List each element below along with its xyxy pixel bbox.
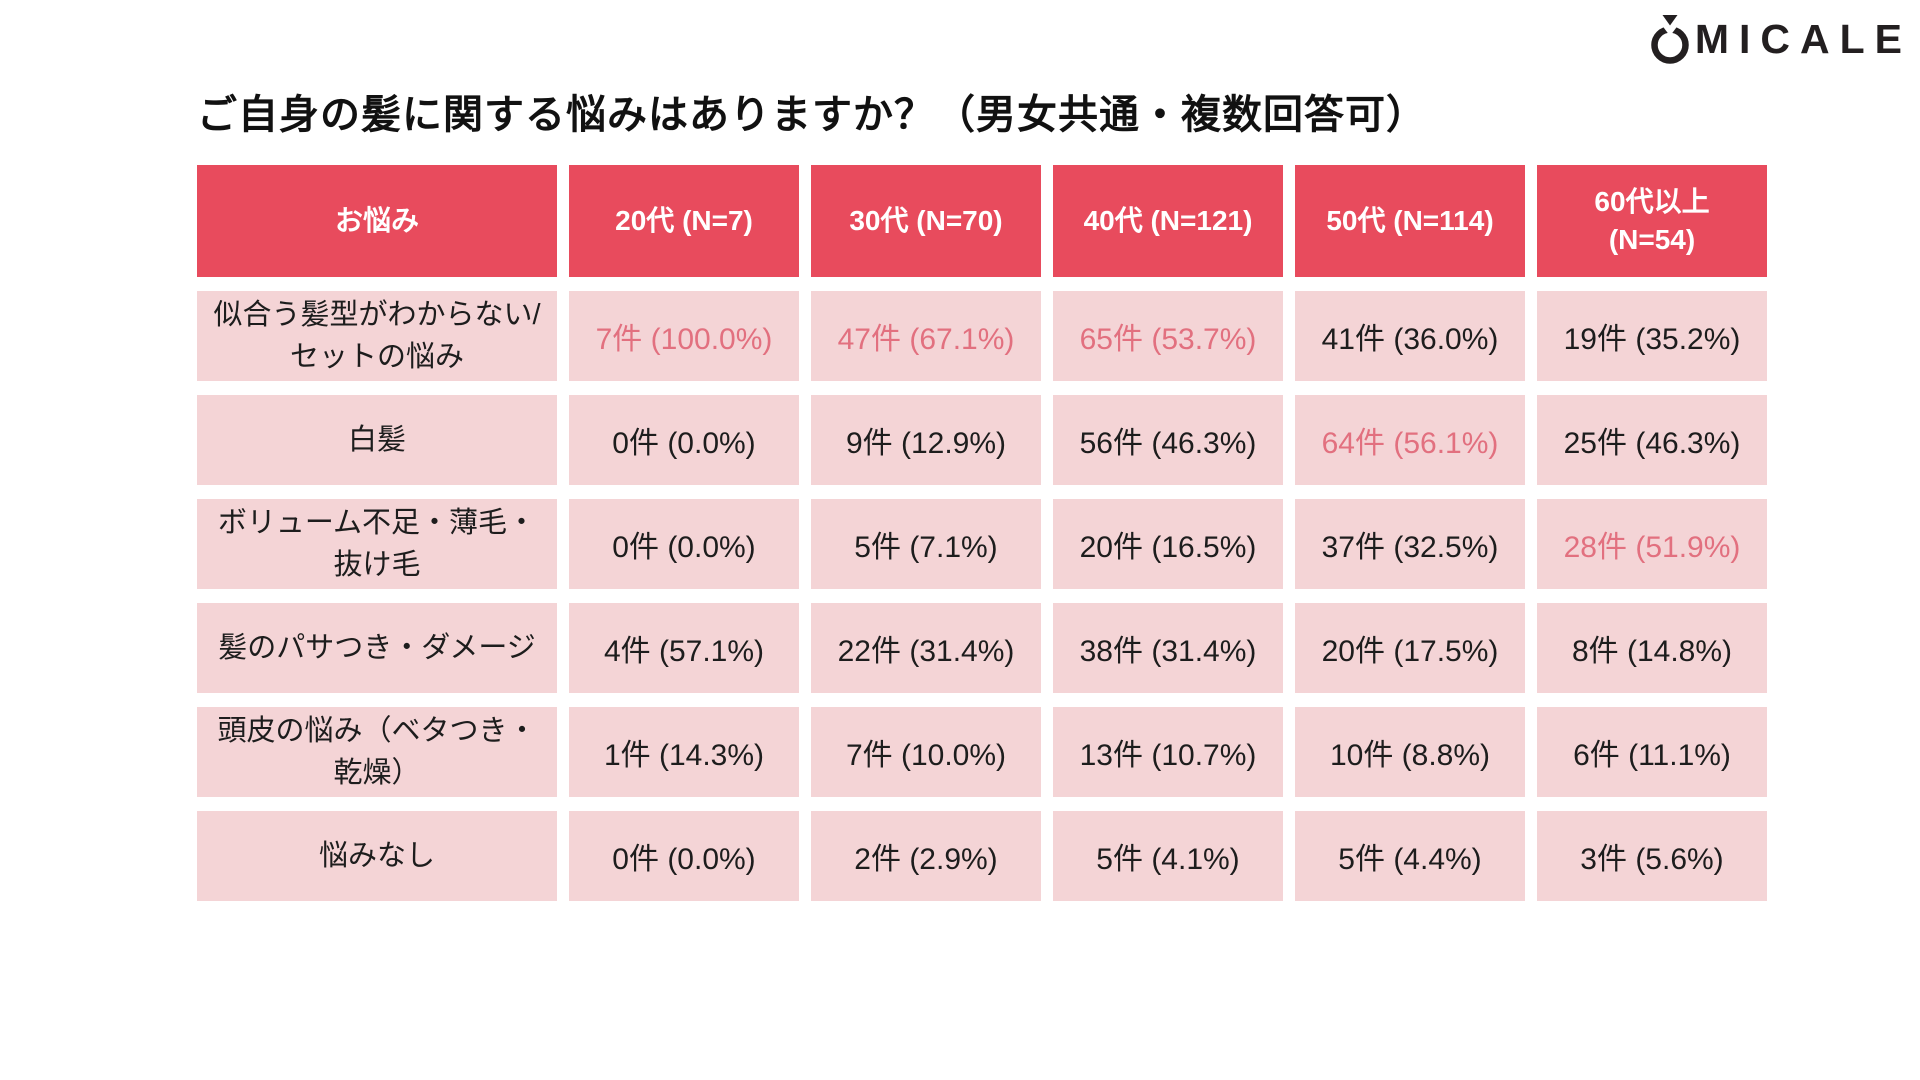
table-cell: 4件 (57.1%) — [569, 603, 799, 693]
table-cell: 41件 (36.0%) — [1295, 291, 1525, 381]
brand-logo: MICALE — [1647, 12, 1912, 66]
table-cell: 0件 (0.0%) — [569, 811, 799, 901]
table-cell: 10件 (8.8%) — [1295, 707, 1525, 797]
row-label: 白髪 — [197, 395, 557, 485]
table-cell: 7件 (10.0%) — [811, 707, 1041, 797]
column-header-60s-plus: 60代以上 (N=54) — [1537, 165, 1767, 277]
table-cell: 25件 (46.3%) — [1537, 395, 1767, 485]
table-cell: 7件 (100.0%) — [569, 291, 799, 381]
table-cell: 56件 (46.3%) — [1053, 395, 1283, 485]
table-cell: 0件 (0.0%) — [569, 499, 799, 589]
table-cell: 47件 (67.1%) — [811, 291, 1041, 381]
row-label: 悩みなし — [197, 811, 557, 901]
row-label: 頭皮の悩み（ベタつき・ 乾燥） — [197, 707, 557, 797]
ring-diamond-icon — [1647, 12, 1693, 66]
table-cell: 38件 (31.4%) — [1053, 603, 1283, 693]
table-cell: 20件 (16.5%) — [1053, 499, 1283, 589]
table-cell: 64件 (56.1%) — [1295, 395, 1525, 485]
table-cell: 5件 (4.1%) — [1053, 811, 1283, 901]
table-cell: 6件 (11.1%) — [1537, 707, 1767, 797]
table-cell: 37件 (32.5%) — [1295, 499, 1525, 589]
row-label: 髪のパサつき・ダメージ — [197, 603, 557, 693]
survey-table: お悩み 20代 (N=7) 30代 (N=70) 40代 (N=121) 50代… — [197, 165, 1767, 901]
table-cell: 13件 (10.7%) — [1053, 707, 1283, 797]
table-cell: 2件 (2.9%) — [811, 811, 1041, 901]
column-header-30s: 30代 (N=70) — [811, 165, 1041, 277]
table-cell: 3件 (5.6%) — [1537, 811, 1767, 901]
column-header-50s: 50代 (N=114) — [1295, 165, 1525, 277]
table-cell: 65件 (53.7%) — [1053, 291, 1283, 381]
table-cell: 19件 (35.2%) — [1537, 291, 1767, 381]
table-cell: 5件 (7.1%) — [811, 499, 1041, 589]
row-label: ボリューム不足・薄毛・ 抜け毛 — [197, 499, 557, 589]
table-cell: 8件 (14.8%) — [1537, 603, 1767, 693]
table-cell: 9件 (12.9%) — [811, 395, 1041, 485]
table-cell: 5件 (4.4%) — [1295, 811, 1525, 901]
column-header-20s: 20代 (N=7) — [569, 165, 799, 277]
column-header-40s: 40代 (N=121) — [1053, 165, 1283, 277]
row-label: 似合う髪型がわからない/ セットの悩み — [197, 291, 557, 381]
table-cell: 28件 (51.9%) — [1537, 499, 1767, 589]
brand-name: MICALE — [1694, 15, 1912, 62]
page-title: ご自身の髪に関する悩みはありますか？（男女共通・複数回答可） — [197, 93, 1427, 137]
table-cell: 1件 (14.3%) — [569, 707, 799, 797]
table-cell: 20件 (17.5%) — [1295, 603, 1525, 693]
table-cell: 22件 (31.4%) — [811, 603, 1041, 693]
column-header-concern: お悩み — [197, 165, 557, 277]
table-cell: 0件 (0.0%) — [569, 395, 799, 485]
